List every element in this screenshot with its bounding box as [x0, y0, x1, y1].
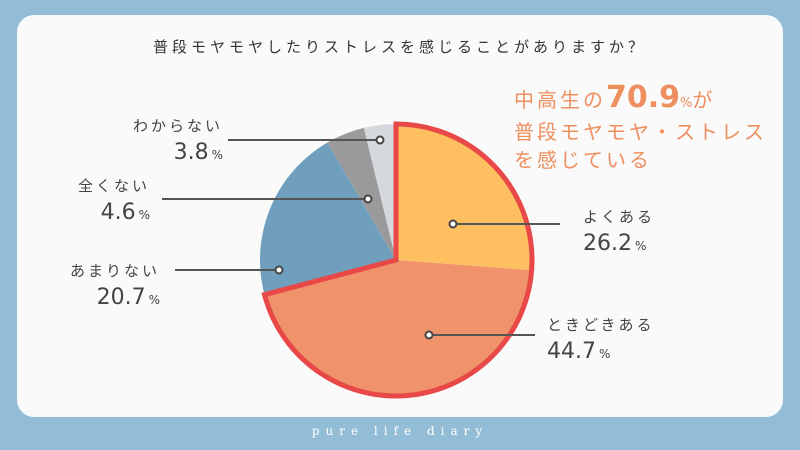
label-value: 3.8%: [173, 140, 223, 165]
footer-brand: pure life diary: [311, 424, 489, 438]
label-mattaku-nai: 全くない 4.6%: [78, 175, 150, 225]
label-category: ときどきある: [547, 316, 655, 334]
label-category: よくある: [583, 208, 656, 226]
label-yoku-aru: よくある 26.2%: [583, 206, 655, 256]
leader-dot: [424, 330, 434, 340]
label-category: 全くない: [77, 177, 150, 195]
label-amari-nai: あまりない 20.7%: [70, 260, 160, 310]
slice-mattaku-nai: [327, 127, 396, 260]
label-category: わからない: [132, 117, 223, 135]
highlight-percent: %: [680, 96, 693, 111]
slice-amari-nai: [259, 142, 396, 295]
highlight-line-2: 普段モヤモヤ・ストレス: [514, 120, 767, 144]
label-wakaranai: わからない 3.8%: [133, 115, 223, 165]
leader-dot: [448, 219, 458, 229]
leader-dot: [363, 194, 373, 204]
label-value: 44.7%: [547, 339, 611, 364]
leader-dot: [274, 265, 284, 275]
slice-tokidoki-aru: [264, 260, 532, 396]
slice-wakaranai: [363, 124, 396, 260]
chart-title: 普段モヤモヤしたりストレスを感じることがありますか？: [152, 38, 647, 56]
highlight-value: 70.9: [606, 80, 681, 115]
label-category: あまりない: [69, 262, 160, 280]
highlight-prefix: 中高生の: [514, 88, 606, 112]
highlight-line-3: を感じている: [514, 148, 652, 172]
leader-dot: [375, 135, 385, 145]
label-tokidoki-aru: ときどきある 44.7%: [547, 314, 655, 364]
label-value: 20.7%: [96, 285, 160, 310]
slice-yoku-aru: [396, 124, 532, 271]
highlight-suffix: が: [692, 88, 716, 112]
highlight-annotation: 中高生の70.9%が 普段モヤモヤ・ストレス を感じている: [514, 83, 767, 174]
label-value: 4.6%: [100, 200, 150, 225]
highlight-outline: [261, 121, 535, 399]
label-value: 26.2%: [583, 231, 647, 256]
highlight-line-1: 中高生の70.9%が: [514, 83, 767, 118]
